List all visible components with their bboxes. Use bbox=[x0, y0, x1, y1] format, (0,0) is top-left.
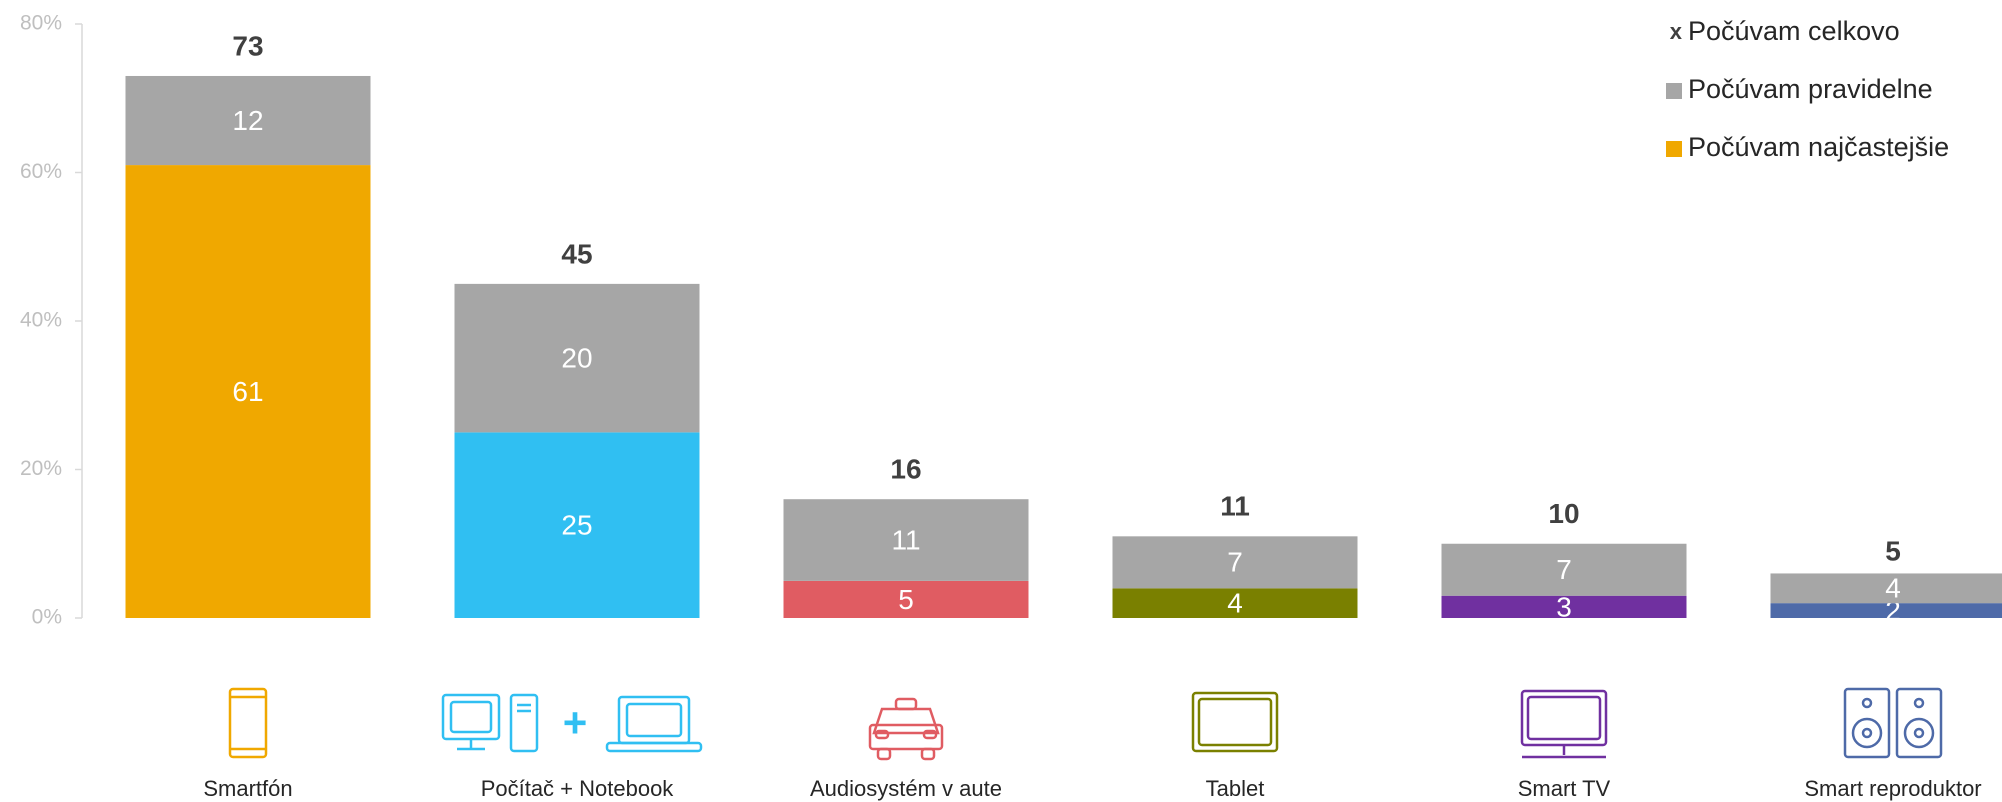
value-label: 25 bbox=[561, 510, 592, 541]
value-label: 7 bbox=[1556, 554, 1572, 585]
total-label: 11 bbox=[1220, 491, 1250, 522]
legend-label: Počúvam celkovo bbox=[1688, 16, 1900, 46]
bar-segment bbox=[783, 499, 1029, 581]
total-label: 5 bbox=[1885, 535, 1901, 566]
category-icon bbox=[228, 687, 268, 759]
category-icon bbox=[868, 697, 944, 761]
value-label: 4 bbox=[1885, 573, 1901, 604]
value-label: 12 bbox=[232, 105, 263, 136]
category-icon: + bbox=[441, 693, 703, 753]
icon-part bbox=[1526, 695, 1602, 741]
y-tick-label: 40% bbox=[20, 309, 62, 332]
category-icon bbox=[1520, 689, 1608, 759]
bar-segment bbox=[1441, 543, 1687, 596]
legend-swatch bbox=[1666, 141, 1682, 157]
icon-part bbox=[1895, 687, 1943, 759]
icon-part bbox=[1843, 687, 1891, 759]
x-tick-label: Smart reproduktor bbox=[1804, 776, 1981, 801]
category-icon bbox=[1191, 691, 1279, 753]
legend-swatch bbox=[1666, 83, 1682, 99]
legend-label: Počúvam pravidelne bbox=[1688, 74, 1933, 104]
icon-part bbox=[1913, 697, 1925, 709]
icon-part bbox=[1913, 727, 1925, 739]
bar-segment bbox=[1112, 588, 1358, 618]
x-tick-label: Počítač + Notebook bbox=[481, 776, 675, 801]
bar-segment bbox=[1441, 595, 1687, 618]
icon-part bbox=[1520, 689, 1608, 747]
icon-part bbox=[894, 697, 918, 711]
y-tick-label: 20% bbox=[20, 457, 62, 480]
icon-part bbox=[605, 741, 703, 753]
value-label: 4 bbox=[1227, 588, 1243, 619]
icon-part bbox=[920, 747, 936, 761]
bar-segment bbox=[125, 75, 371, 166]
x-tick-label: Audiosystém v aute bbox=[810, 776, 1002, 801]
value-label: 3 bbox=[1556, 591, 1572, 622]
total-label: 45 bbox=[561, 238, 592, 269]
value-label: 61 bbox=[232, 376, 263, 407]
total-label: 16 bbox=[890, 454, 921, 485]
total-label: 73 bbox=[232, 30, 263, 61]
bar-segment bbox=[1112, 536, 1358, 589]
bar-segment bbox=[454, 283, 700, 433]
x-tick-label: Smart TV bbox=[1518, 776, 1611, 801]
icon-part bbox=[449, 700, 493, 734]
icon-part bbox=[868, 723, 944, 751]
bar-segment bbox=[1770, 603, 2002, 618]
icon-part bbox=[1191, 691, 1279, 753]
total-label: 10 bbox=[1548, 498, 1579, 529]
bar-segment bbox=[125, 165, 371, 618]
legend-label: Počúvam najčastejšie bbox=[1688, 132, 1949, 162]
icon-part bbox=[1861, 697, 1873, 709]
legend-marker: x bbox=[1670, 19, 1683, 44]
icon-part bbox=[1851, 717, 1883, 749]
bar-segment bbox=[454, 432, 700, 618]
value-label: 20 bbox=[561, 343, 592, 374]
icon-part: + bbox=[563, 699, 588, 746]
y-tick-label: 80% bbox=[20, 12, 62, 35]
icon-part bbox=[509, 693, 539, 753]
x-tick-label: Tablet bbox=[1206, 776, 1265, 801]
icon-part bbox=[1197, 697, 1273, 747]
bar-segment bbox=[783, 580, 1029, 618]
y-tick-label: 0% bbox=[32, 606, 62, 629]
icon-part bbox=[625, 702, 683, 738]
category-icon bbox=[1843, 687, 1943, 759]
value-label: 7 bbox=[1227, 547, 1243, 578]
icon-part bbox=[876, 747, 892, 761]
icon-part bbox=[922, 729, 938, 740]
value-label: 5 bbox=[898, 584, 914, 615]
icon-part bbox=[1903, 717, 1935, 749]
icon-part bbox=[1861, 727, 1873, 739]
bar-segment bbox=[1770, 573, 2002, 604]
icon-part bbox=[228, 687, 268, 759]
icon-part bbox=[872, 707, 940, 735]
y-tick-label: 60% bbox=[20, 160, 62, 183]
x-tick-label: Smartfón bbox=[203, 776, 292, 801]
value-label: 11 bbox=[891, 524, 920, 555]
icon-part bbox=[874, 729, 890, 740]
